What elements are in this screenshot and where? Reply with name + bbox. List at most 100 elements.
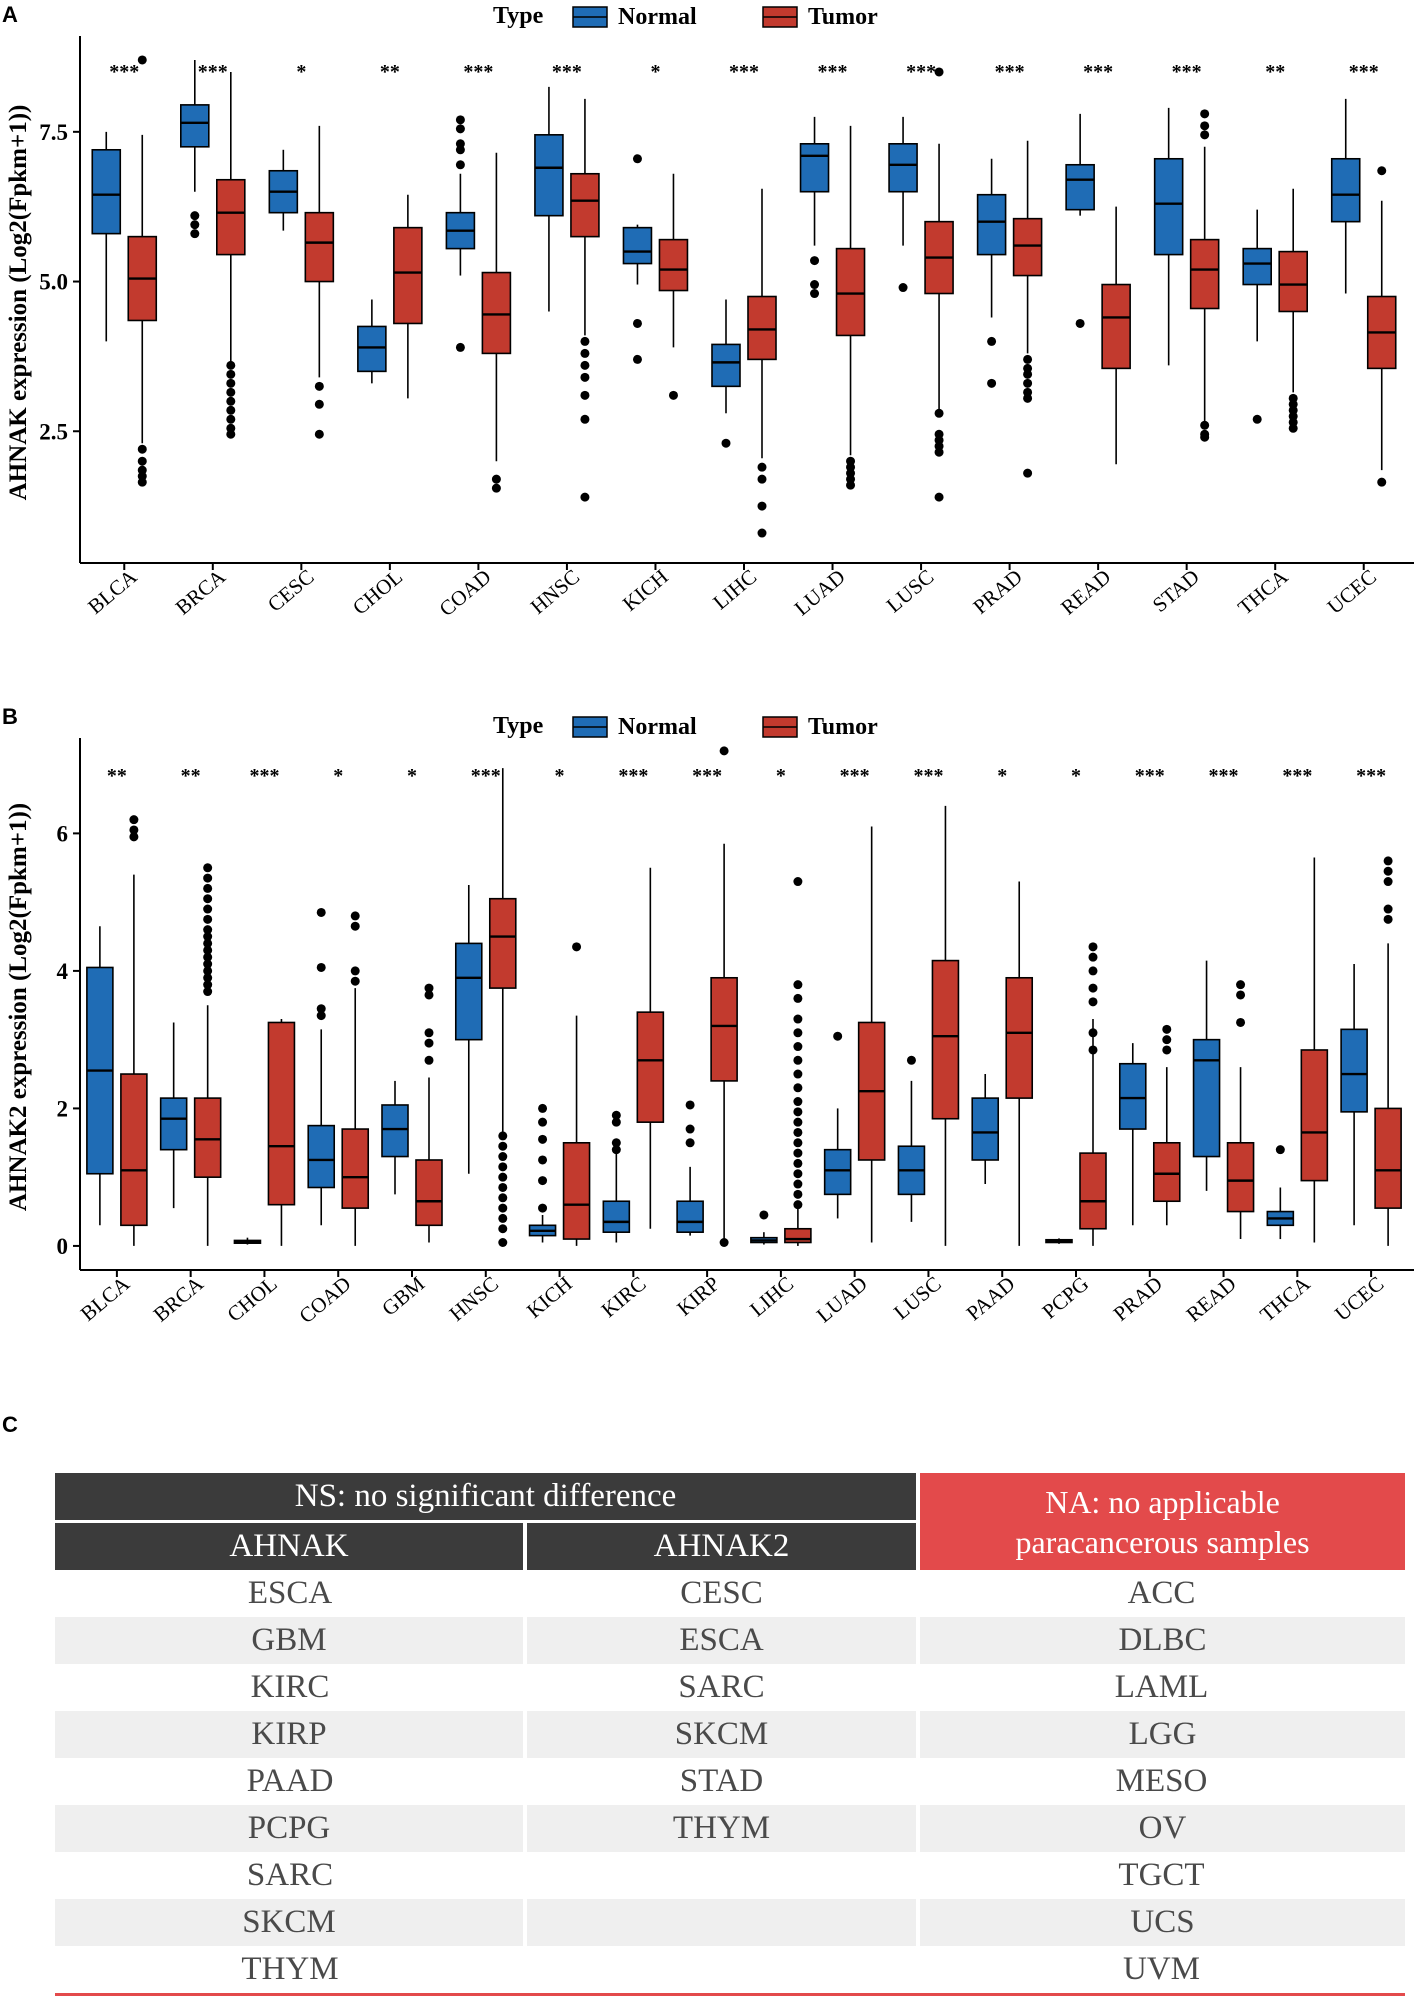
box-iqr	[747, 295, 777, 361]
outlier-point	[1383, 904, 1393, 914]
panel-label-b: B	[2, 704, 18, 729]
outlier-point	[793, 1107, 803, 1117]
outlier-point	[906, 1055, 916, 1065]
box-normal	[307, 907, 336, 1226]
outlier-point	[1200, 432, 1210, 442]
box-normal	[268, 149, 299, 231]
outlier-point	[226, 387, 236, 397]
box-iqr	[357, 325, 387, 373]
outlier-point	[810, 289, 820, 299]
box-tumor	[784, 877, 812, 1246]
outlier-point	[632, 318, 642, 328]
outlier-point	[190, 220, 200, 230]
y-axis-title: AHNAK2 expression (Log2(Fpkm+1))	[5, 803, 32, 1211]
x-tick-label: READ	[1182, 1271, 1241, 1326]
outlier-point	[987, 378, 997, 388]
box-tumor	[415, 983, 443, 1243]
box-iqr	[415, 1159, 443, 1227]
y-tick-label: 5.0	[39, 270, 68, 295]
box-iqr	[1118, 1062, 1147, 1130]
x-tick-label: HNSC	[445, 1271, 503, 1325]
significance-mark: *	[776, 765, 786, 787]
outlier-point	[846, 480, 856, 490]
box-normal	[711, 299, 741, 448]
x-tick-label: LUSC	[889, 1271, 946, 1324]
box-normal	[1118, 1043, 1147, 1226]
box-tumor	[747, 188, 777, 538]
outlier-point	[538, 1155, 548, 1165]
outlier-point	[203, 863, 213, 873]
x-tick-label: KIRP	[672, 1271, 724, 1320]
outlier-point	[572, 942, 582, 952]
table-cell: OV	[918, 1805, 1405, 1852]
box-iqr	[784, 1227, 812, 1244]
table-row: SARC TGCT	[55, 1852, 1405, 1899]
box-normal	[622, 154, 653, 364]
outlier-point	[424, 1038, 434, 1048]
outlier-point	[685, 1124, 695, 1134]
outlier-point	[1236, 980, 1246, 990]
outlier-point	[491, 483, 501, 493]
table-cell: UVM	[918, 1946, 1405, 1996]
box-iqr	[193, 1097, 222, 1178]
outlier-point	[498, 1162, 508, 1172]
outlier-point	[580, 336, 590, 346]
outlier-point	[314, 399, 324, 409]
significance-mark: ***	[913, 765, 943, 787]
box-tumor	[481, 152, 512, 493]
outlier-point	[757, 528, 767, 538]
x-tick-label: COAD	[435, 564, 496, 621]
outlier-point	[611, 1110, 621, 1120]
box-tumor	[1012, 140, 1043, 478]
outlier-point	[538, 1176, 548, 1186]
box-iqr	[1278, 250, 1308, 313]
significance-mark: ***	[463, 61, 493, 83]
significance-mark: ***	[1349, 61, 1379, 83]
outlier-point	[314, 429, 324, 439]
table-cell: GBM	[55, 1617, 527, 1664]
outlier-point	[1252, 414, 1262, 424]
table-row: THYM UVM	[55, 1946, 1405, 1996]
box-tumor	[1152, 1024, 1181, 1226]
table-cell: LAML	[1114, 1669, 1209, 1705]
box-normal	[159, 1022, 188, 1209]
box-iqr	[454, 942, 483, 1041]
table-cell: SKCM	[525, 1711, 920, 1758]
box-tumor	[393, 194, 423, 399]
significance-mark: *	[650, 61, 660, 83]
outlier-point	[203, 980, 213, 990]
outlier-point	[424, 983, 434, 993]
box-tumor	[835, 125, 866, 490]
outlier-point	[190, 229, 200, 239]
box-tumor	[120, 815, 148, 1246]
outlier-point	[793, 877, 803, 887]
outlier-point	[203, 959, 213, 969]
box-normal	[381, 1080, 409, 1195]
box-iqr	[888, 143, 918, 193]
outlier-point	[898, 283, 908, 293]
outlier-point	[611, 1117, 621, 1127]
box-tumor	[1366, 166, 1397, 487]
outlier-point	[793, 1158, 803, 1168]
outlier-point	[424, 1028, 434, 1038]
box-iqr	[835, 247, 866, 337]
legend-label-normal: Normal	[618, 714, 697, 740]
outlier-point	[350, 911, 360, 921]
outlier-point	[203, 925, 213, 935]
box-tumor	[267, 1019, 296, 1246]
outlier-point	[226, 360, 236, 370]
table-row: PCPG THYM OV	[55, 1805, 1405, 1852]
box-tumor	[636, 867, 665, 1229]
box-tumor	[1101, 206, 1131, 465]
significance-mark: ***	[818, 61, 848, 83]
outlier-point	[455, 145, 465, 155]
outlier-point	[455, 342, 465, 352]
outlier-point	[1200, 121, 1210, 131]
box-tumor	[1374, 856, 1402, 1246]
outlier-point	[1236, 1017, 1246, 1027]
box-tumor	[1278, 188, 1308, 433]
outlier-point	[668, 390, 678, 400]
legend-title: Type	[493, 713, 544, 739]
outlier-point	[793, 1148, 803, 1158]
box-tumor	[1005, 881, 1034, 1246]
